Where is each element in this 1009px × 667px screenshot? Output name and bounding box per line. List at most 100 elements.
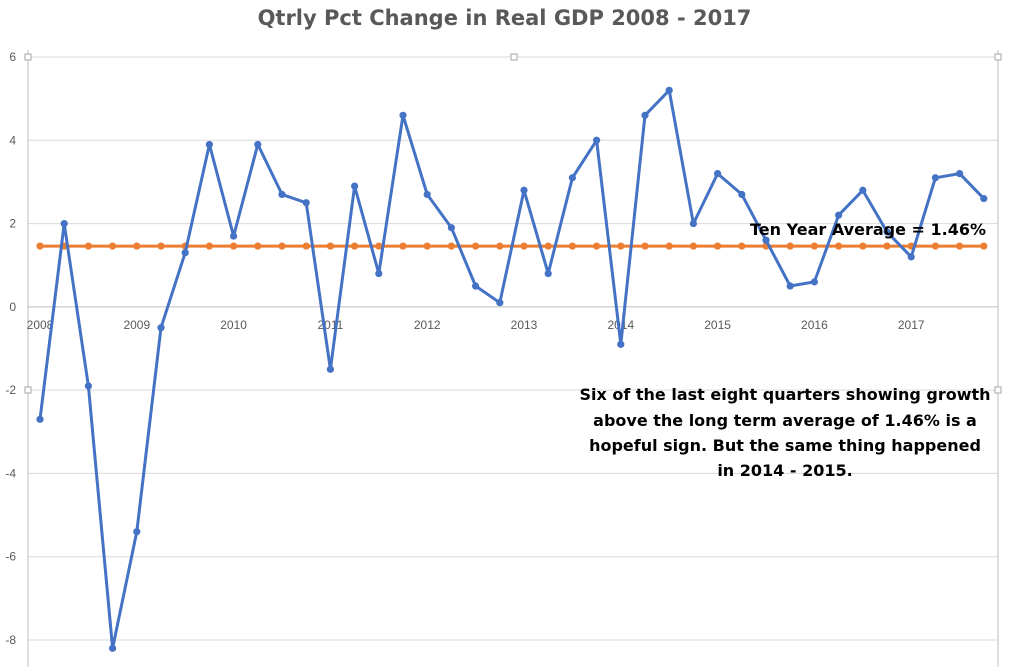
gdp-point xyxy=(883,228,891,236)
gdp-point xyxy=(786,282,794,290)
gdp-point xyxy=(762,236,770,244)
gdp-point xyxy=(810,278,819,286)
gdp-point xyxy=(205,140,213,149)
x-tick-label-2014: 2014 xyxy=(607,318,634,332)
average-point xyxy=(351,242,359,250)
average-point xyxy=(496,242,504,250)
average-point xyxy=(423,242,431,250)
gdp-point xyxy=(617,340,625,348)
gdp-point xyxy=(351,182,359,190)
average-point xyxy=(786,242,794,250)
chart-title: Qtrly Pct Change in Real GDP 2008 - 2017 xyxy=(257,6,752,30)
average-point xyxy=(689,242,698,250)
gdp-point xyxy=(133,528,141,536)
note-line-3: hopeful sign. But the same thing happene… xyxy=(589,436,981,455)
gdp-point xyxy=(544,269,552,278)
gdp-point xyxy=(859,186,867,194)
average-point xyxy=(520,242,528,250)
y-tick-label: -6 xyxy=(5,550,16,564)
average-point xyxy=(641,242,649,250)
average-point xyxy=(859,242,867,250)
average-point xyxy=(84,242,92,250)
gdp-point xyxy=(109,644,117,652)
gdp-point xyxy=(84,382,92,390)
average-point xyxy=(399,242,407,250)
gdp-point xyxy=(931,174,940,182)
selection-handle xyxy=(510,53,518,61)
average-point xyxy=(883,242,891,250)
average-point xyxy=(447,242,455,250)
average-point xyxy=(956,242,964,250)
y-tick-label: -8 xyxy=(5,633,16,647)
gdp-point xyxy=(689,219,698,228)
average-point xyxy=(568,242,577,250)
gdp-point xyxy=(641,111,649,119)
gdp-point xyxy=(399,111,407,119)
gdp-line xyxy=(38,88,985,650)
gdp-point xyxy=(278,190,286,199)
average-point xyxy=(205,242,213,250)
gdp-point xyxy=(447,224,455,232)
average-point xyxy=(665,242,673,250)
gdp-point xyxy=(520,186,528,194)
average-point xyxy=(931,242,940,250)
gdp-point xyxy=(157,324,165,332)
gdp-point xyxy=(60,219,68,228)
gdp-point xyxy=(181,249,189,257)
gdp-point xyxy=(593,136,601,144)
average-point xyxy=(593,242,601,250)
x-tick-label-2013: 2013 xyxy=(511,318,538,332)
note-line-4: in 2014 - 2015. xyxy=(717,461,852,480)
average-point xyxy=(157,242,165,250)
selection-handle xyxy=(24,53,32,61)
gdp-point xyxy=(907,253,915,261)
average-label: Ten Year Average = 1.46% xyxy=(750,220,986,239)
x-tick-label-2009: 2009 xyxy=(123,318,150,332)
y-tick-label: -4 xyxy=(5,466,16,480)
note-line-2: above the long term average of 1.46% is … xyxy=(593,411,977,430)
gdp-series xyxy=(36,86,988,652)
annotations: Ten Year Average = 1.46% Six of the last… xyxy=(579,220,990,480)
y-tick-label: 4 xyxy=(9,133,16,147)
x-tick-label-2010: 2010 xyxy=(220,318,247,332)
gdp-point xyxy=(738,190,746,199)
y-tick-label: -2 xyxy=(5,383,16,397)
average-point xyxy=(278,242,286,250)
gdp-point xyxy=(230,232,238,240)
average-point xyxy=(254,242,262,250)
average-point xyxy=(36,242,44,250)
gdp-point xyxy=(835,211,843,219)
gdp-point xyxy=(665,86,673,94)
x-tick-label-2016: 2016 xyxy=(801,318,828,332)
selection-handles xyxy=(24,53,1002,394)
gdp-point xyxy=(36,415,44,423)
average-point xyxy=(472,242,480,250)
average-point xyxy=(544,242,552,250)
gdp-point xyxy=(326,365,334,373)
gdp-point xyxy=(568,174,577,182)
axes xyxy=(27,50,999,667)
selection-handle xyxy=(994,386,1002,394)
gridlines xyxy=(28,56,998,641)
average-point xyxy=(230,242,238,250)
note-line-1: Six of the last eight quarters showing g… xyxy=(579,385,990,404)
gdp-point xyxy=(980,194,988,203)
average-point xyxy=(738,242,746,250)
average-point xyxy=(375,242,383,250)
gdp-point xyxy=(302,199,310,207)
selection-handle xyxy=(994,53,1002,61)
average-point xyxy=(133,242,141,250)
gdp-point xyxy=(423,190,431,199)
x-tick-label-2017: 2017 xyxy=(898,318,925,332)
tick-labels: -8 -6 -4 -2 0 2 4 6 2008 2009 2010 2011 2012 2013 2014… xyxy=(5,50,925,647)
x-tick-label-2011: 2011 xyxy=(317,318,343,332)
selection-handle xyxy=(24,386,32,394)
average-point xyxy=(302,242,310,250)
gdp-point xyxy=(254,140,262,149)
average-point xyxy=(980,242,988,250)
gdp-point xyxy=(714,170,722,178)
y-tick-label: 6 xyxy=(9,50,16,64)
gdp-point xyxy=(375,269,383,278)
